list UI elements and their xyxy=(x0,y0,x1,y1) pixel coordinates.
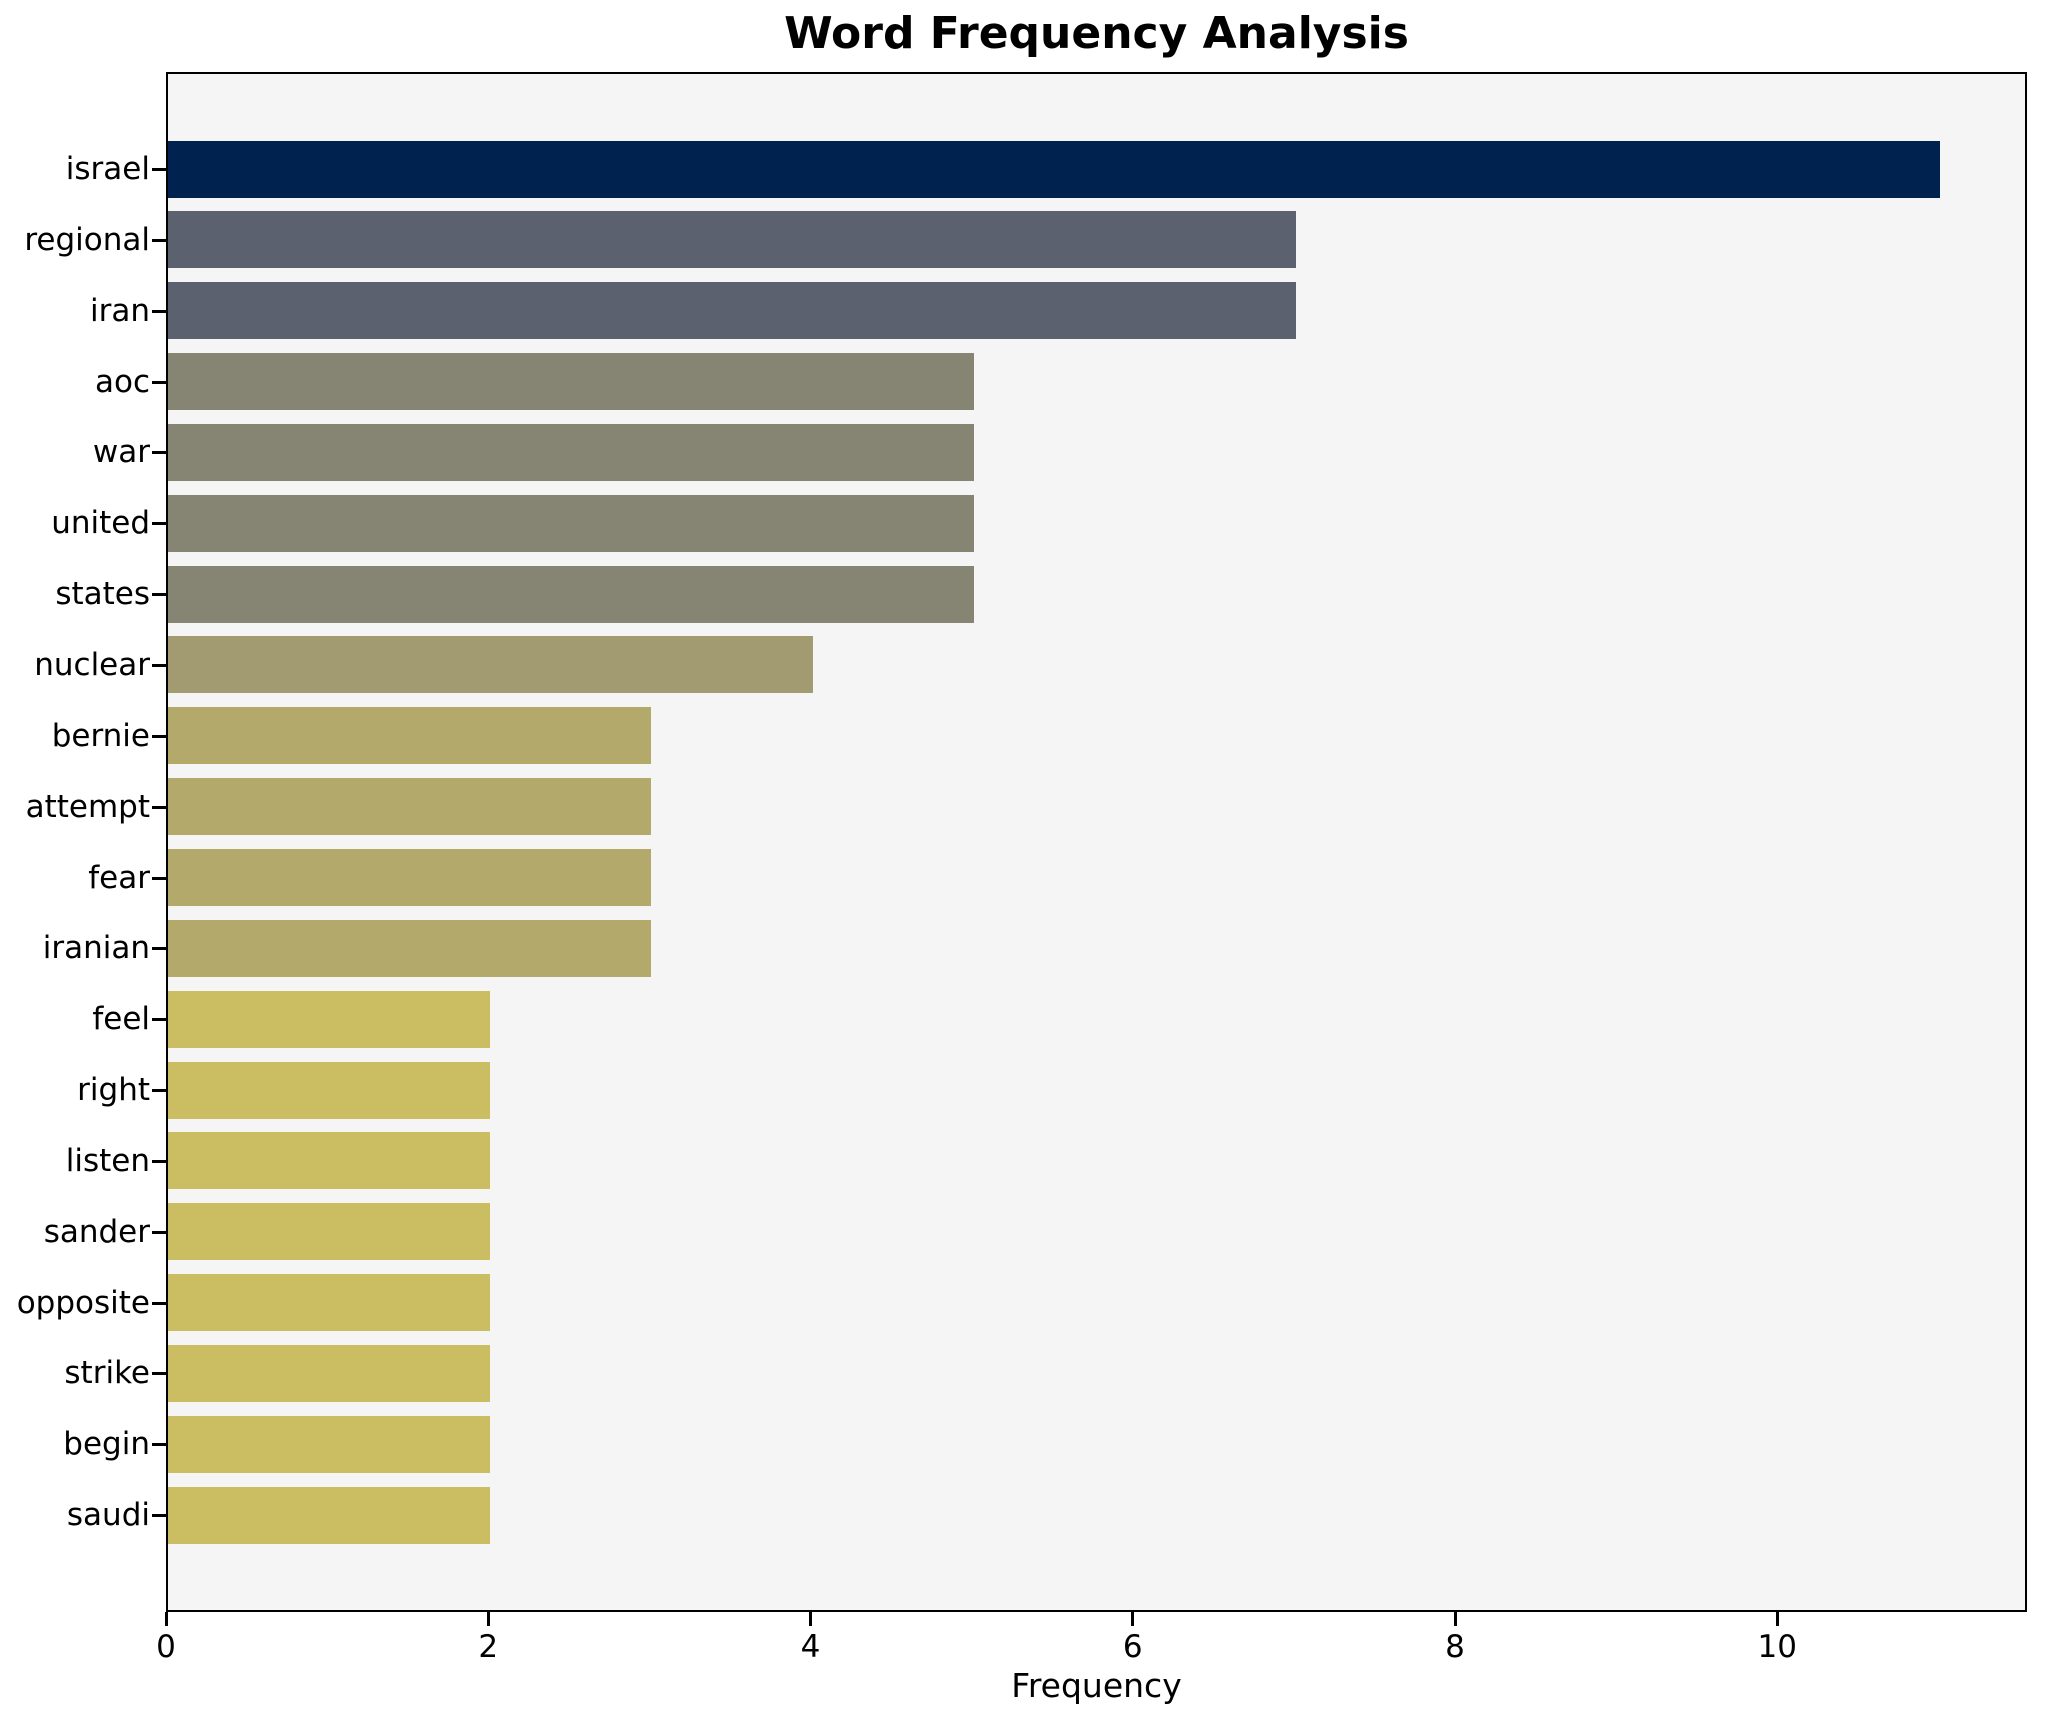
x-tick-mark xyxy=(1131,1612,1135,1626)
y-tick-label-iranian: iranian xyxy=(42,930,150,967)
y-tick-label-war: war xyxy=(92,434,150,471)
x-tick-label-2: 2 xyxy=(478,1629,499,1665)
y-tick-label-israel: israel xyxy=(65,151,150,187)
y-tick-label-bernie: bernie xyxy=(51,717,150,754)
bar-strike xyxy=(168,1344,491,1402)
bar-listen xyxy=(168,1132,491,1190)
y-tick-label-states: states xyxy=(55,576,150,613)
x-tick-label-8: 8 xyxy=(1445,1629,1465,1665)
y-tick-mark xyxy=(152,663,166,667)
y-tick-mark xyxy=(152,947,166,951)
bar-fear xyxy=(168,849,652,906)
bar-iran xyxy=(168,282,1296,340)
y-tick-mark xyxy=(152,1018,166,1022)
x-tick-mark xyxy=(1453,1612,1457,1626)
x-axis-label: Frequency xyxy=(1011,1666,1182,1705)
y-tick-mark xyxy=(152,1301,166,1305)
y-tick-label-attempt: attempt xyxy=(25,788,150,825)
x-tick-mark xyxy=(1775,1612,1779,1626)
bar-aoc xyxy=(168,353,974,411)
x-tick-label-6: 6 xyxy=(1122,1629,1143,1665)
y-tick-mark xyxy=(152,1089,166,1093)
y-tick-label-begin: begin xyxy=(63,1426,150,1463)
x-tick-label-10: 10 xyxy=(1757,1629,1797,1665)
y-tick-mark xyxy=(152,238,166,242)
x-tick-label-4: 4 xyxy=(800,1629,821,1665)
y-tick-mark xyxy=(152,1230,166,1234)
y-tick-label-opposite: opposite xyxy=(16,1284,150,1321)
bar-feel xyxy=(168,990,491,1048)
bar-bernie xyxy=(168,707,652,765)
bar-begin xyxy=(168,1415,491,1473)
y-tick-mark xyxy=(152,1514,166,1518)
y-tick-mark xyxy=(152,380,166,384)
y-tick-label-united: united xyxy=(51,505,150,542)
y-tick-label-right: right xyxy=(77,1072,150,1109)
x-tick-mark xyxy=(164,1612,168,1626)
y-tick-label-feel: feel xyxy=(92,1001,150,1038)
y-tick-mark xyxy=(152,593,166,597)
bar-attempt xyxy=(168,778,652,836)
plot-area xyxy=(166,72,2027,1612)
y-tick-label-aoc: aoc xyxy=(94,363,150,400)
bar-israel xyxy=(168,140,1941,198)
y-tick-mark xyxy=(152,1443,166,1447)
bar-nuclear xyxy=(168,636,813,694)
bar-states xyxy=(168,565,974,623)
chart-title: Word Frequency Analysis xyxy=(784,8,1409,59)
y-tick-label-fear: fear xyxy=(88,859,150,896)
y-tick-mark xyxy=(152,451,166,455)
y-tick-label-saudi: saudi xyxy=(66,1497,150,1534)
y-tick-label-regional: regional xyxy=(24,221,150,258)
y-tick-label-iran: iran xyxy=(89,292,150,329)
bar-iranian xyxy=(168,919,652,977)
x-tick-mark xyxy=(809,1612,812,1626)
y-tick-mark xyxy=(152,805,166,809)
y-tick-mark xyxy=(152,168,166,171)
bar-saudi xyxy=(168,1486,491,1544)
y-tick-label-strike: strike xyxy=(64,1355,150,1392)
y-tick-mark xyxy=(152,734,166,738)
y-tick-label-nuclear: nuclear xyxy=(34,646,150,683)
y-tick-mark xyxy=(152,522,166,526)
y-tick-mark xyxy=(152,876,166,880)
bar-opposite xyxy=(168,1274,491,1332)
bar-sander xyxy=(168,1203,491,1261)
bar-regional xyxy=(168,211,1296,269)
y-tick-mark xyxy=(152,1372,166,1376)
bar-united xyxy=(168,494,974,552)
y-tick-label-listen: listen xyxy=(65,1142,150,1179)
y-tick-label-sander: sander xyxy=(43,1213,150,1250)
bar-war xyxy=(168,423,974,481)
y-tick-mark xyxy=(152,1159,166,1163)
x-tick-mark xyxy=(486,1612,490,1626)
bar-right xyxy=(168,1061,491,1119)
x-tick-label-0: 0 xyxy=(156,1629,176,1665)
y-tick-mark xyxy=(152,309,166,313)
